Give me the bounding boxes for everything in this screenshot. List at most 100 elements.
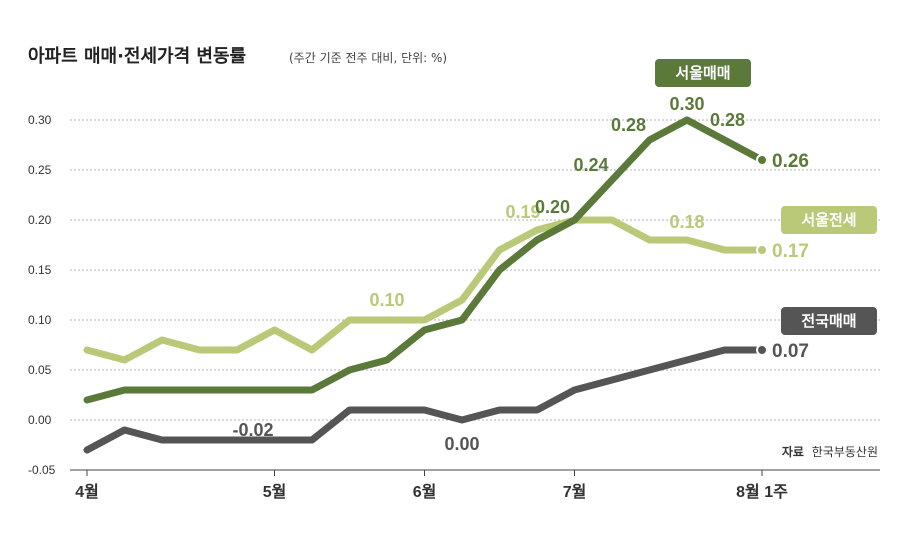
x-tick-label: 5월: [263, 483, 287, 501]
y-tick-label: 0.10: [28, 313, 52, 327]
data-point: [686, 359, 689, 362]
data-point: [423, 329, 426, 332]
data-point: [386, 409, 389, 412]
data-point: [461, 319, 464, 322]
data-point: [123, 389, 126, 392]
chart-subtitle: (주간 기준 전주 대비, 단위: %): [289, 51, 447, 65]
legend-label: 서울전세: [801, 211, 856, 229]
y-tick-label: 0.15: [28, 263, 52, 277]
data-point: [198, 389, 201, 392]
data-point: [161, 439, 164, 442]
legend-item: 서울전세: [781, 206, 877, 234]
end-marker: [756, 244, 768, 256]
legend-label: 서울매매: [675, 64, 730, 82]
data-point: [723, 349, 726, 352]
y-tick-label: 0.25: [28, 163, 52, 177]
data-point: [648, 369, 651, 372]
data-label: -0.02: [232, 420, 273, 440]
x-tick-label: 4월: [75, 483, 99, 501]
data-point: [198, 349, 201, 352]
data-point: [536, 239, 539, 242]
data-label: 0.28: [710, 110, 745, 130]
data-point: [536, 409, 539, 412]
source-text: 한국부동산원: [812, 445, 878, 459]
legend-badge: [781, 206, 877, 234]
y-axis-ticks: 0.30 0.25 0.20 0.15 0.10 0.05 0.00 -0.05: [28, 113, 56, 477]
data-point: [461, 299, 464, 302]
y-tick-label: -0.05: [28, 463, 56, 477]
x-tick-label: 7월: [563, 483, 587, 501]
end-marker: [756, 344, 768, 356]
data-point: [161, 339, 164, 342]
data-label: 0.10: [369, 290, 404, 310]
data-point: [498, 269, 501, 272]
end-marker: [756, 154, 768, 166]
series-line: [83, 216, 766, 364]
data-point: [348, 369, 351, 372]
legend-item: 서울매매: [655, 59, 751, 87]
data-point: [86, 449, 89, 452]
source-label: 자료: [782, 444, 804, 459]
data-point: [386, 359, 389, 362]
data-point: [198, 439, 201, 442]
data-label: 0.28: [611, 115, 646, 135]
data-label-layer: 0.100.19 0.180.170.200.240.280.300.280.26…: [232, 94, 809, 454]
data-label: 0.18: [669, 212, 704, 232]
data-label: 0.00: [444, 434, 479, 454]
data-label: 0.24: [573, 155, 608, 175]
data-point: [86, 349, 89, 352]
data-point: [86, 399, 89, 402]
data-point: [573, 219, 576, 222]
data-point: [611, 179, 614, 182]
y-tick-label: 0.00: [28, 413, 52, 427]
data-point: [123, 359, 126, 362]
data-point: [723, 139, 726, 142]
data-point: [348, 409, 351, 412]
x-axis-ticks: 4월 5월 6월 7월 8월 1주: [75, 470, 788, 501]
data-label: 0.19: [505, 202, 540, 222]
legend-badge: [655, 59, 751, 87]
x-tick-label: 6월: [413, 483, 437, 501]
legend-label: 전국매매: [801, 312, 856, 330]
data-point: [311, 389, 314, 392]
end-value-label: 0.26: [772, 151, 809, 172]
data-point: [461, 419, 464, 422]
data-point: [686, 119, 689, 122]
data-point: [236, 349, 239, 352]
data-point: [536, 229, 539, 232]
data-point: [311, 349, 314, 352]
data-point: [723, 249, 726, 252]
data-point: [236, 389, 239, 392]
data-point: [611, 379, 614, 382]
y-tick-label: 0.30: [28, 113, 52, 127]
data-point: [498, 249, 501, 252]
data-point: [123, 429, 126, 432]
chart-title: 아파트 매매·전세가격 변동률: [28, 46, 246, 67]
data-point: [648, 239, 651, 242]
y-tick-label: 0.05: [28, 363, 52, 377]
data-point: [311, 439, 314, 442]
data-point: [386, 319, 389, 322]
source-note: 자료 한국부동산원: [782, 444, 878, 459]
series-서울전세: [83, 216, 768, 364]
data-point: [273, 329, 276, 332]
data-point: [273, 389, 276, 392]
data-label: 0.30: [669, 94, 704, 114]
data-point: [573, 389, 576, 392]
x-tick-label: 8월 1주: [736, 483, 788, 501]
series-line: [83, 116, 766, 404]
data-point: [648, 139, 651, 142]
series-서울매매: [83, 116, 768, 404]
data-point: [611, 219, 614, 222]
series-line: [83, 346, 766, 454]
series-layer: [83, 116, 768, 454]
data-point: [686, 239, 689, 242]
legend-item: 전국매매: [781, 307, 877, 335]
data-point: [498, 409, 501, 412]
data-label: 0.20: [535, 197, 570, 217]
end-value-label: 0.17: [772, 241, 809, 262]
data-point: [423, 319, 426, 322]
y-tick-label: 0.20: [28, 213, 52, 227]
